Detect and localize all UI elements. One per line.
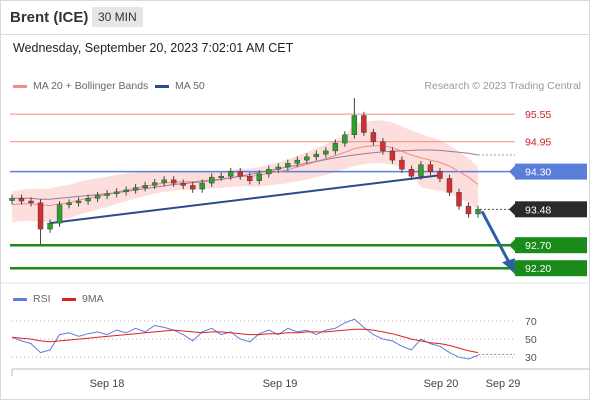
candle-body-33 <box>323 150 329 155</box>
level-label-2: 94.30 <box>525 167 551 179</box>
rsi-tick-50: 50 <box>525 334 537 346</box>
legend-ma20-label: MA 20 + Bollinger Bands <box>33 80 149 92</box>
candle-body-28 <box>275 166 281 170</box>
candle-body-10 <box>104 193 110 196</box>
level-label-4: 92.70 <box>525 240 551 252</box>
trendline <box>49 174 441 225</box>
candle-body-0 <box>9 198 15 201</box>
candle-body-21 <box>209 176 215 184</box>
level-label-0: 95.55 <box>525 109 551 121</box>
candle-body-41 <box>399 159 405 170</box>
candle-body-34 <box>332 142 339 152</box>
candle-body-32 <box>313 153 320 158</box>
candle-body-45 <box>437 171 443 179</box>
level-label-3: 93.48 <box>525 204 551 216</box>
legend-ma20: MA 20 + Bollinger Bands <box>13 80 148 92</box>
x-tick-label-1: Sep 19 <box>263 378 298 390</box>
level-box-4 <box>515 237 587 254</box>
candle-body-13 <box>132 187 139 191</box>
symbol-title: Brent (ICE) <box>10 9 89 26</box>
forecast-arrow <box>480 210 512 265</box>
candle-body-12 <box>123 189 129 193</box>
legend-rsi-label: RSI <box>33 293 51 305</box>
level-label-5: 92.20 <box>525 263 551 275</box>
candle-body-9 <box>94 195 101 199</box>
candle-body-17 <box>170 179 177 184</box>
candle-body-30 <box>294 159 301 164</box>
level-label-1: 94.95 <box>525 137 551 149</box>
title-bar: Brent (ICE) 30 MIN <box>0 0 590 35</box>
candle-body-18 <box>180 182 186 186</box>
level-box-arrow-4 <box>509 239 515 252</box>
candle-body-29 <box>285 163 291 168</box>
candle-body-48 <box>465 205 472 215</box>
candle-body-19 <box>189 185 196 190</box>
candle-body-23 <box>228 171 234 177</box>
candle-body-44 <box>427 164 434 172</box>
level-box-3 <box>515 201 587 218</box>
level-box-5 <box>515 260 587 277</box>
ma9-swatch <box>62 297 76 301</box>
legend-ma50-label: MA 50 <box>175 80 205 92</box>
candle-body-43 <box>418 164 424 177</box>
ma50-line <box>12 149 479 200</box>
candle-body-27 <box>266 169 272 175</box>
timeframe-button[interactable]: 30 MIN <box>92 7 143 27</box>
rsi-tick-30: 30 <box>525 352 537 364</box>
candle-body-15 <box>151 182 158 186</box>
candle-body-42 <box>408 169 415 177</box>
level-box-2 <box>515 163 587 180</box>
candle-body-40 <box>389 150 396 161</box>
candle-body-3 <box>37 202 44 230</box>
ma20-swatch <box>13 84 27 88</box>
ma50-swatch <box>155 84 169 88</box>
candle-body-20 <box>199 182 205 190</box>
rsi-ma-line <box>11 328 479 354</box>
candle-body-25 <box>247 175 253 181</box>
timestamp: Wednesday, September 20, 2023 7:02:01 AM… <box>13 41 294 55</box>
candle-body-14 <box>142 185 148 188</box>
candle-body-6 <box>66 202 72 205</box>
candle-body-49 <box>475 209 481 215</box>
candle-body-36 <box>351 115 358 136</box>
candle-body-2 <box>28 200 34 204</box>
credit-text: Research © 2023 Trading Central <box>424 80 581 92</box>
candle-body-16 <box>161 179 167 183</box>
candle-body-47 <box>456 192 462 207</box>
candle-body-35 <box>342 134 348 144</box>
x-tick-label-2: Sep 20 <box>424 378 459 390</box>
legend-9ma-label: 9MA <box>82 293 104 305</box>
candle-body-46 <box>446 178 453 193</box>
candle-body-24 <box>237 171 243 177</box>
candle-body-4 <box>47 222 53 230</box>
rsi-swatch <box>13 297 27 301</box>
legend-ma50: MA 50 <box>155 80 205 92</box>
candle-body-11 <box>113 191 120 194</box>
candle-body-1 <box>18 198 25 202</box>
candle-body-7 <box>75 200 82 204</box>
x-tick-label-0: Sep 18 <box>90 378 125 390</box>
candle-body-26 <box>256 173 262 181</box>
level-box-arrow-3 <box>509 203 515 216</box>
candle-body-31 <box>304 156 310 161</box>
forecast-arrowhead <box>502 258 515 273</box>
legend-rsi: RSI <box>13 293 51 305</box>
candle-body-37 <box>361 115 367 133</box>
level-box-arrow-2 <box>509 165 515 178</box>
legend-9ma: 9MA <box>62 293 104 305</box>
rsi-tick-70: 70 <box>525 316 537 328</box>
x-tick-label-3: Sep 29 <box>486 378 521 390</box>
candle-body-38 <box>370 132 377 142</box>
candle-body-22 <box>218 175 224 178</box>
candle-body-8 <box>85 198 91 202</box>
candle-body-5 <box>56 204 63 224</box>
candle-body-39 <box>380 141 386 152</box>
rsi-line <box>11 318 479 360</box>
